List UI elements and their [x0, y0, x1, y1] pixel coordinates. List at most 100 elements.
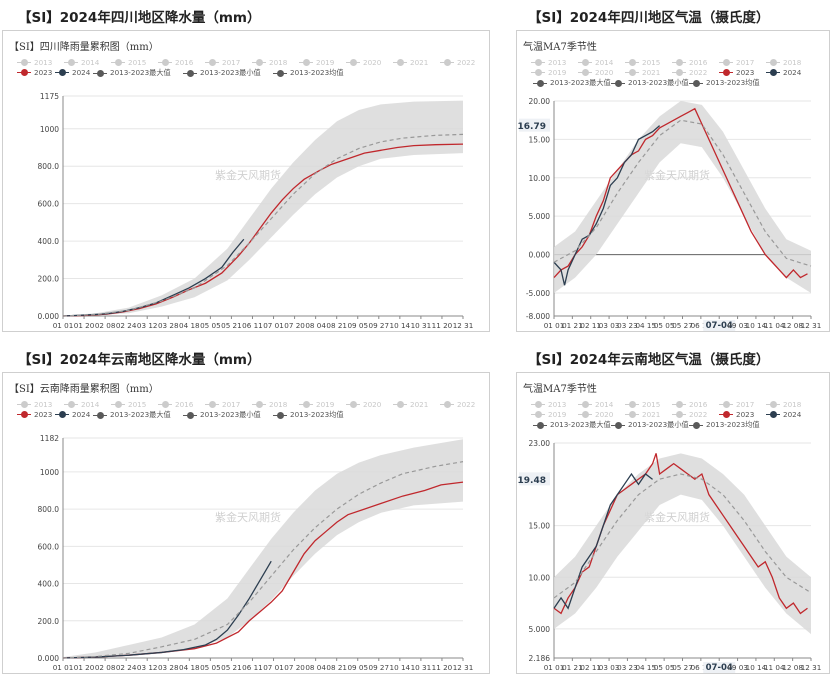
- legend-item[interactable]: 2015: [625, 400, 660, 409]
- legend-item[interactable]: 2022: [672, 68, 707, 77]
- y-tick-label: 200.0: [38, 617, 60, 626]
- x-tick-label: 05 27: [672, 321, 693, 330]
- legend-marker: [17, 59, 31, 67]
- legend-item[interactable]: 2013-2023最大值: [533, 420, 611, 430]
- legend-label: 2018: [269, 58, 288, 67]
- legend-marker: [93, 69, 107, 77]
- legend-marker: [531, 69, 545, 77]
- legend-item[interactable]: 2015: [111, 400, 146, 409]
- legend-marker: [719, 411, 733, 419]
- legend-label: 2017: [736, 58, 755, 67]
- legend-item[interactable]: 2013: [531, 400, 566, 409]
- legend-label: 2013-2023最大值: [110, 410, 171, 419]
- legend-item[interactable]: 2018: [766, 58, 801, 67]
- legend-item[interactable]: 2019: [299, 400, 334, 409]
- legend-item[interactable]: 2016: [672, 400, 707, 409]
- legend-label: 2024: [72, 410, 91, 419]
- legend-item[interactable]: 2013-2023最大值: [93, 68, 171, 78]
- chart-legend: 2013 2014 2015 2016 2017 2018 2019 2020 2021 2022…: [3, 58, 489, 88]
- legend-item[interactable]: 2013: [531, 58, 566, 67]
- legend-item[interactable]: 2013-2023最大值: [93, 410, 171, 420]
- legend-item[interactable]: 2014: [578, 400, 613, 409]
- legend-item[interactable]: 2013-2023均值: [273, 68, 344, 78]
- legend-item[interactable]: 2015: [625, 58, 660, 67]
- legend-item[interactable]: 2020: [578, 68, 613, 77]
- legend-item[interactable]: 2023: [719, 68, 754, 77]
- legend-item[interactable]: 2023: [17, 410, 52, 419]
- legend-item[interactable]: 2018: [766, 400, 801, 409]
- x-tick-label: 12 31: [453, 663, 474, 672]
- legend-marker: [252, 59, 266, 67]
- legend-item[interactable]: 2013-2023最小值: [183, 410, 261, 420]
- y-tick-label: 5.000: [529, 625, 551, 634]
- legend-item[interactable]: 2022: [440, 400, 475, 409]
- legend-item[interactable]: 2019: [531, 68, 566, 77]
- legend-item[interactable]: 2024: [766, 410, 801, 419]
- legend-item[interactable]: 2017: [719, 58, 754, 67]
- legend-marker: [273, 69, 287, 77]
- legend-item[interactable]: 2021: [625, 68, 660, 77]
- y-tick-label: 400.0: [38, 580, 60, 589]
- legend-item[interactable]: 2013-2023最小值: [611, 78, 689, 88]
- legend-item[interactable]: 2013: [17, 58, 52, 67]
- legend-item[interactable]: 2019: [299, 58, 334, 67]
- y-tick-label: 1175: [40, 92, 59, 101]
- legend-item[interactable]: 2018: [252, 400, 287, 409]
- title-yunnan-temp: 【SI】2024年云南地区气温（摄氏度）: [528, 352, 770, 368]
- legend-item[interactable]: 2024: [55, 410, 90, 419]
- legend-label: 2020: [363, 58, 382, 67]
- legend-item[interactable]: 2022: [440, 58, 475, 67]
- legend-item[interactable]: 2016: [672, 58, 707, 67]
- legend-item[interactable]: 2017: [719, 400, 754, 409]
- legend-item[interactable]: 2023: [719, 410, 754, 419]
- legend-label: 2022: [689, 410, 708, 419]
- legend-item[interactable]: 2024: [55, 68, 90, 77]
- legend-item[interactable]: 2013-2023均值: [689, 78, 760, 88]
- legend-item[interactable]: 2013-2023最小值: [183, 68, 261, 78]
- legend-item[interactable]: 2023: [17, 68, 52, 77]
- x-tick-label: 08 21: [326, 321, 347, 330]
- legend-item[interactable]: 2017: [205, 400, 240, 409]
- legend-item[interactable]: 2014: [578, 58, 613, 67]
- legend-item[interactable]: 2016: [158, 58, 193, 67]
- y-tick-label: -5.000: [526, 289, 550, 298]
- legend-marker: [183, 69, 197, 77]
- legend-item[interactable]: 2017: [205, 58, 240, 67]
- x-tick-label: 05 27: [672, 663, 693, 672]
- legend-item[interactable]: 2013: [17, 400, 52, 409]
- legend-item[interactable]: 2020: [346, 400, 381, 409]
- legend-item[interactable]: 2020: [578, 410, 613, 419]
- legend-item[interactable]: 2016: [158, 400, 193, 409]
- legend-label: 2013-2023最小值: [628, 78, 689, 87]
- legend-item[interactable]: 2013-2023最小值: [611, 420, 689, 430]
- legend-item[interactable]: 2014: [64, 400, 99, 409]
- legend-item[interactable]: 2020: [346, 58, 381, 67]
- legend-item[interactable]: 2013-2023均值: [689, 420, 760, 430]
- legend-marker: [672, 411, 686, 419]
- x-tick-label: 09 03: [727, 321, 748, 330]
- legend-marker: [533, 79, 547, 87]
- legend-marker: [672, 59, 686, 67]
- legend-item[interactable]: 2013-2023最大值: [533, 78, 611, 88]
- legend-item[interactable]: 2019: [531, 410, 566, 419]
- chart-subtitle: 【SI】云南降雨量累积图（mm）: [9, 384, 159, 395]
- legend-item[interactable]: 2021: [625, 410, 660, 419]
- x-tick-label: 04 15: [635, 663, 656, 672]
- x-tick-label: 06 16: [691, 663, 712, 672]
- legend-item[interactable]: 2021: [393, 58, 428, 67]
- legend-item[interactable]: 2024: [766, 68, 801, 77]
- x-tick-label: 06 11: [242, 321, 263, 330]
- legend-item[interactable]: 2014: [64, 58, 99, 67]
- legend-item[interactable]: 2015: [111, 58, 146, 67]
- legend-item[interactable]: 2021: [393, 400, 428, 409]
- legend-item[interactable]: 2018: [252, 58, 287, 67]
- range-band: [63, 100, 463, 317]
- legend-label: 2017: [736, 400, 755, 409]
- legend-item[interactable]: 2022: [672, 410, 707, 419]
- legend-label: 2023: [736, 410, 755, 419]
- series-2024: [62, 560, 272, 659]
- legend-item[interactable]: 2013-2023均值: [273, 410, 344, 420]
- x-tick-label: 01 20: [74, 663, 95, 672]
- legend-marker: [625, 411, 639, 419]
- title-sichuan-temp: 【SI】2024年四川地区气温（摄氏度）: [528, 10, 770, 26]
